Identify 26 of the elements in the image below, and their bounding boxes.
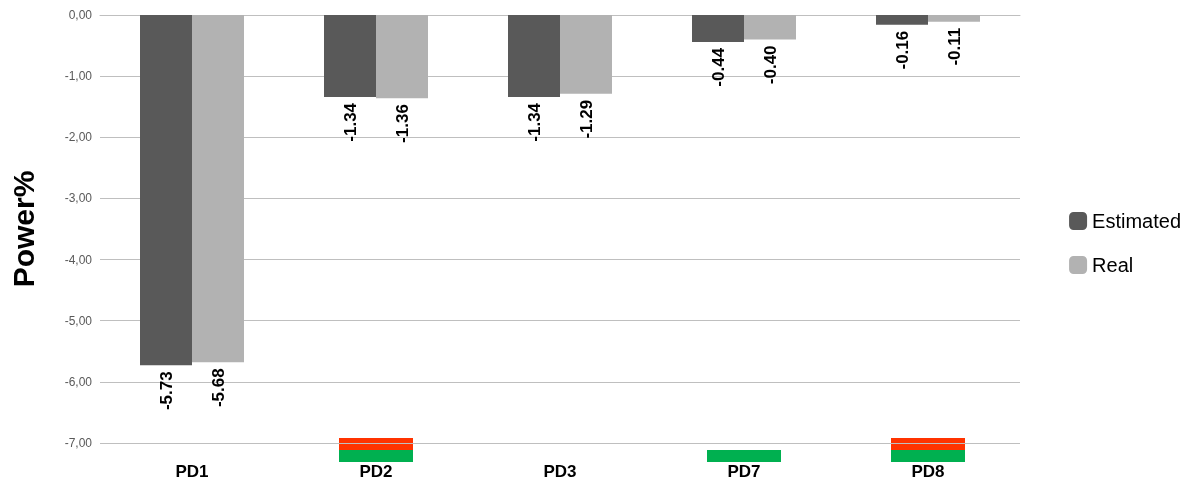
y-tick-label: -4,00	[64, 252, 93, 267]
data-label: -1.34	[524, 102, 544, 142]
x-tick-label: PD1	[175, 461, 209, 481]
y-tick-label: -2,00	[64, 130, 93, 145]
data-label: -0.11	[944, 27, 964, 66]
data-label: -0.16	[892, 30, 912, 70]
y-tick-label: -5,00	[64, 313, 93, 328]
y-tick-label: -6,00	[64, 374, 93, 389]
data-label: -1.34	[340, 102, 360, 142]
data-label: -0.44	[708, 47, 728, 87]
y-axis-title: Power%	[6, 170, 40, 288]
y-tick-label: -3,00	[64, 191, 93, 206]
x-tick-label: PD7	[727, 461, 761, 481]
legend-label: Real	[1092, 254, 1134, 276]
data-label: -1.36	[392, 104, 412, 143]
x-tick-label: PD3	[543, 461, 577, 481]
legend-label: Estimated	[1092, 210, 1182, 232]
data-label: -0.40	[760, 45, 780, 85]
y-tick-label: 0,00	[68, 8, 93, 22]
data-label: -1.29	[576, 99, 596, 139]
y-tick-label: -7,00	[64, 436, 93, 450]
data-label: -5.73	[156, 371, 176, 411]
x-tick-label: PD2	[359, 461, 393, 481]
data-label: -5.68	[208, 368, 228, 408]
x-tick-label: PD8	[911, 461, 945, 481]
y-tick-label: -1,00	[64, 69, 93, 84]
